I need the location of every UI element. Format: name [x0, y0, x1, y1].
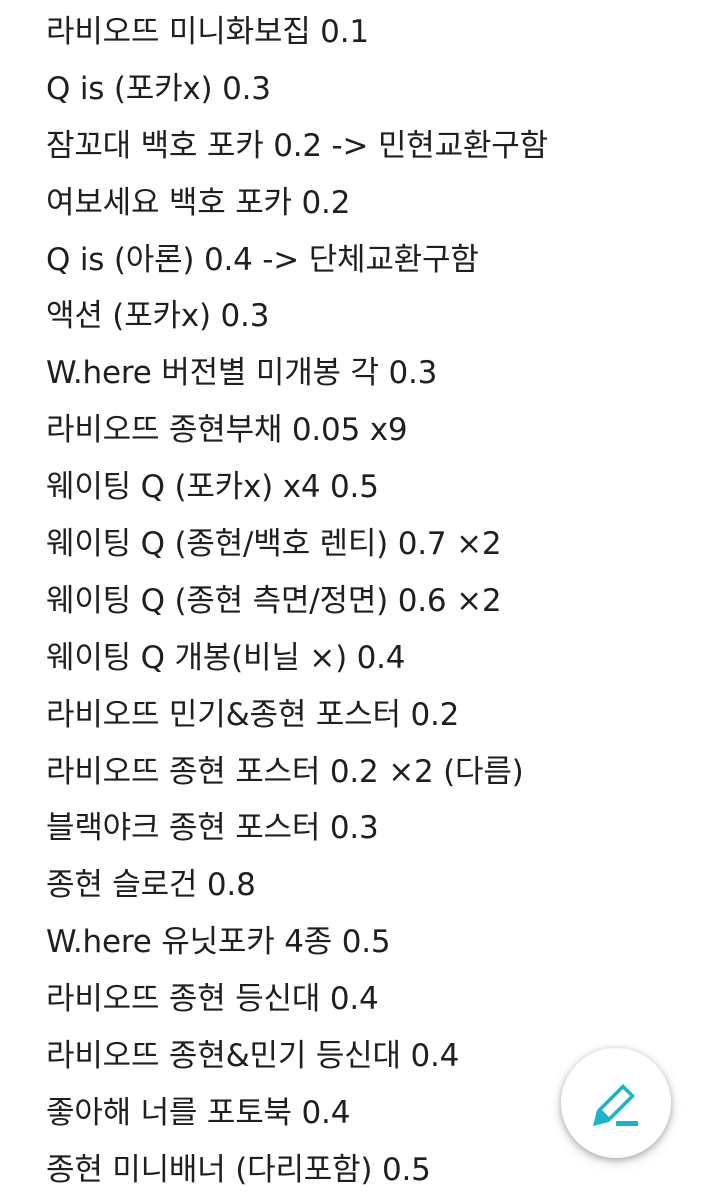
note-line: 종현 미니배너 (다리포함) 0.5 [46, 1151, 431, 1188]
note-line: 웨이팅 Q 개봉(비닐 ×) 0.4 [46, 639, 406, 676]
note-lines: 라비오뜨 미니화보집 0.1 Q is (포카x) 0.3 잠꼬대 백호 포카 … [46, 0, 706, 1199]
note-line: 웨이팅 Q (포카x) x4 0.5 [46, 469, 379, 506]
note-line: Q is (아론) 0.4 -> 단체교환구함 [46, 241, 479, 278]
note-line: Q is (포카x) 0.3 [46, 70, 271, 107]
note-line: 웨이팅 Q (종현/백호 렌티) 0.7 ×2 [46, 526, 502, 563]
note-line: 종현 슬로건 0.8 [46, 867, 256, 904]
note-line: 라비오뜨 종현 등신대 0.4 [46, 981, 379, 1018]
edit-fab-button[interactable] [561, 1048, 671, 1158]
note-line: 웨이팅 Q (종현 측면/정면) 0.6 ×2 [46, 582, 502, 619]
note-line: 라비오뜨 종현&민기 등신대 0.4 [46, 1038, 460, 1075]
note-line: 여보세요 백호 포카 0.2 [46, 184, 351, 221]
pencil-edit-icon [593, 1084, 638, 1126]
note-line: 라비오뜨 민기&종현 포스터 0.2 [46, 696, 460, 733]
note-line: W.here 버전별 미개봉 각 0.3 [46, 355, 438, 392]
note-line: W.here 유닛포카 4종 0.5 [46, 924, 391, 961]
note-body[interactable]: 라비오뜨 미니화보집 0.1 Q is (포카x) 0.3 잠꼬대 백호 포카 … [46, 0, 706, 1200]
note-line: 라비오뜨 종현부채 0.05 x9 [46, 412, 408, 449]
note-line: 좋아해 너를 포토북 0.4 [46, 1094, 351, 1131]
note-line: 잠꼬대 백호 포카 0.2 -> 민현교환구함 [46, 127, 548, 164]
note-line: 라비오뜨 종현 포스터 0.2 ×2 (다름) [46, 753, 524, 790]
note-line: 액션 (포카x) 0.3 [46, 298, 270, 335]
note-line: 라비오뜨 미니화보집 0.1 [46, 14, 369, 50]
note-line: 블랙야크 종현 포스터 0.3 [46, 810, 379, 847]
